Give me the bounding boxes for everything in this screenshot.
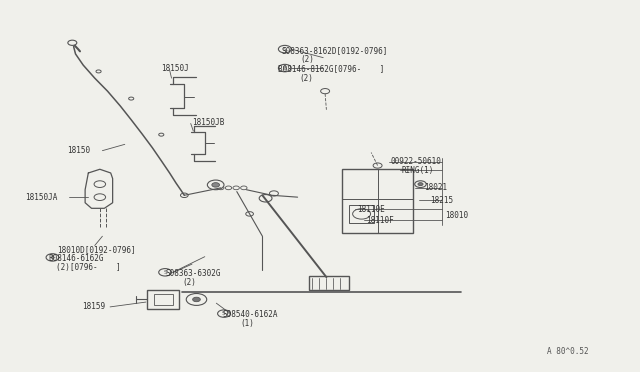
Circle shape <box>241 186 247 190</box>
Circle shape <box>278 45 291 53</box>
Text: B: B <box>283 65 287 71</box>
Circle shape <box>186 294 207 305</box>
Circle shape <box>321 89 330 94</box>
Circle shape <box>129 97 134 100</box>
Circle shape <box>207 180 224 190</box>
Text: 18110F: 18110F <box>366 216 394 225</box>
Text: B08146-8162G[0796-    ]: B08146-8162G[0796- ] <box>278 64 385 73</box>
Text: 18010: 18010 <box>445 211 468 220</box>
Text: S08363-8162D[0192-0796]: S08363-8162D[0192-0796] <box>282 46 388 55</box>
Bar <box>309 276 349 290</box>
Circle shape <box>353 209 371 219</box>
Circle shape <box>159 133 164 136</box>
Text: 18010D[0192-0796]: 18010D[0192-0796] <box>58 245 136 254</box>
Text: S08363-6302G: S08363-6302G <box>165 269 221 278</box>
Circle shape <box>246 212 253 216</box>
Circle shape <box>94 181 106 187</box>
Circle shape <box>269 191 278 196</box>
Text: S: S <box>163 270 167 275</box>
Text: A 80^0.52: A 80^0.52 <box>547 347 589 356</box>
Circle shape <box>193 297 200 302</box>
Circle shape <box>373 163 382 168</box>
Text: 18110E: 18110E <box>357 205 385 214</box>
Text: RING(1): RING(1) <box>401 166 434 174</box>
Text: 18150JB: 18150JB <box>192 118 225 127</box>
Text: (2)[0796-    ]: (2)[0796- ] <box>56 263 121 272</box>
Circle shape <box>278 64 291 72</box>
Circle shape <box>225 186 232 190</box>
Circle shape <box>96 70 101 73</box>
Circle shape <box>259 195 272 202</box>
Text: S08540-6162A: S08540-6162A <box>223 310 278 319</box>
Circle shape <box>233 186 239 190</box>
Bar <box>349 205 374 223</box>
Text: (2): (2) <box>182 278 196 287</box>
Text: 00922-50610: 00922-50610 <box>390 157 441 166</box>
Text: 18150J: 18150J <box>161 64 189 73</box>
Circle shape <box>418 183 423 186</box>
Circle shape <box>159 269 172 276</box>
Circle shape <box>180 193 188 198</box>
Circle shape <box>46 254 59 261</box>
Circle shape <box>212 183 220 187</box>
Text: B: B <box>51 255 54 260</box>
Text: 18021: 18021 <box>424 183 447 192</box>
Bar <box>154 294 173 305</box>
Text: (2): (2) <box>301 55 315 64</box>
Text: 18215: 18215 <box>430 196 453 205</box>
Text: S: S <box>283 46 287 52</box>
Circle shape <box>218 186 224 190</box>
Bar <box>342 169 413 232</box>
Bar <box>147 290 179 309</box>
Text: S: S <box>222 311 226 316</box>
Text: 18159: 18159 <box>82 302 105 311</box>
Circle shape <box>415 181 426 187</box>
Text: (1): (1) <box>240 319 254 328</box>
Circle shape <box>68 40 77 45</box>
Text: B08146-6162G: B08146-6162G <box>48 254 104 263</box>
Text: 18150: 18150 <box>67 146 90 155</box>
Circle shape <box>94 194 106 201</box>
Text: 18150JA: 18150JA <box>26 193 58 202</box>
Circle shape <box>218 310 230 317</box>
Text: (2): (2) <box>300 74 314 83</box>
